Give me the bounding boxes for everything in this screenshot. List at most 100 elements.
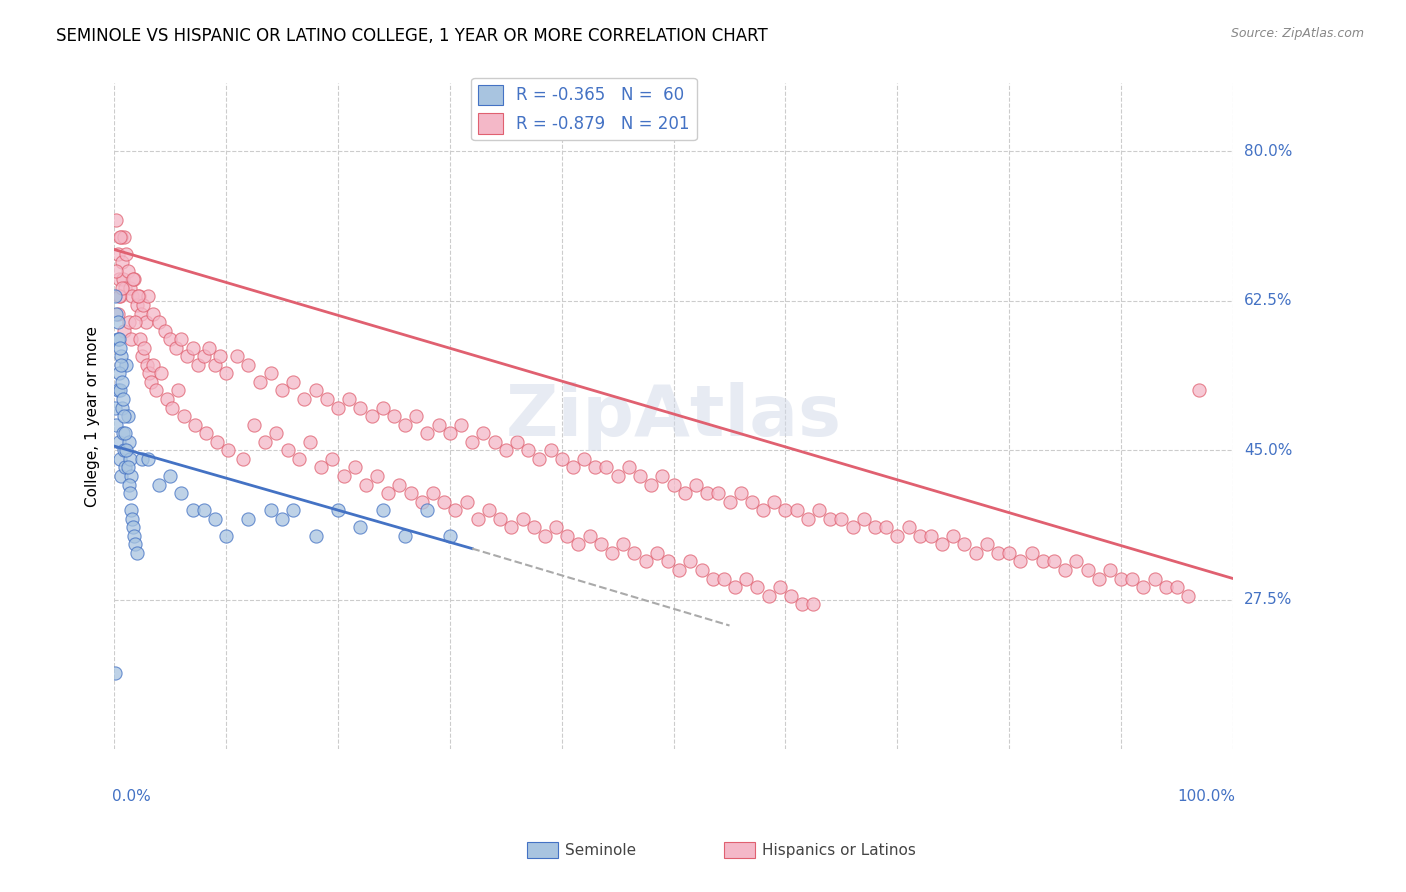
Point bbox=[534, 529, 557, 543]
Point bbox=[467, 511, 489, 525]
Point bbox=[173, 409, 195, 424]
Point bbox=[662, 477, 685, 491]
Point bbox=[651, 469, 673, 483]
Point bbox=[1043, 554, 1066, 568]
Point bbox=[707, 486, 730, 500]
Point bbox=[1066, 554, 1088, 568]
Point bbox=[283, 503, 305, 517]
Point bbox=[668, 563, 690, 577]
Point bbox=[108, 451, 131, 466]
Point bbox=[360, 409, 382, 424]
Point bbox=[517, 443, 540, 458]
Point bbox=[135, 358, 157, 372]
Text: ZipAtlas: ZipAtlas bbox=[506, 382, 842, 450]
Point bbox=[797, 511, 820, 525]
Point bbox=[439, 426, 461, 441]
Point bbox=[830, 511, 852, 525]
Point bbox=[107, 367, 129, 381]
Point bbox=[628, 469, 651, 483]
Point bbox=[110, 358, 132, 372]
Point bbox=[501, 520, 523, 534]
Point bbox=[292, 392, 315, 406]
Point bbox=[366, 469, 388, 483]
Point bbox=[405, 409, 427, 424]
Point bbox=[780, 589, 803, 603]
Point bbox=[818, 511, 841, 525]
Point bbox=[115, 358, 138, 372]
Point bbox=[354, 477, 377, 491]
Point bbox=[125, 298, 148, 312]
Point bbox=[763, 494, 786, 508]
Point bbox=[589, 537, 612, 551]
Point bbox=[110, 229, 132, 244]
Point bbox=[752, 503, 775, 517]
Point bbox=[283, 375, 305, 389]
Point bbox=[107, 307, 129, 321]
Point bbox=[104, 401, 127, 415]
Text: 62.5%: 62.5% bbox=[1244, 293, 1292, 309]
Point bbox=[215, 529, 238, 543]
Point bbox=[107, 434, 129, 449]
Point bbox=[112, 324, 135, 338]
Point bbox=[156, 392, 179, 406]
Point bbox=[685, 477, 707, 491]
Point bbox=[108, 384, 131, 398]
Point bbox=[444, 503, 467, 517]
Point bbox=[606, 469, 628, 483]
Point bbox=[159, 469, 181, 483]
Point bbox=[484, 434, 506, 449]
Point bbox=[1010, 554, 1032, 568]
Point bbox=[107, 384, 129, 398]
Point bbox=[167, 384, 190, 398]
Point bbox=[1109, 572, 1132, 586]
Point bbox=[271, 511, 294, 525]
Point bbox=[193, 503, 215, 517]
Point bbox=[512, 511, 534, 525]
Text: 100.0%: 100.0% bbox=[1177, 789, 1236, 805]
Point bbox=[758, 589, 780, 603]
Point bbox=[105, 307, 128, 321]
Point bbox=[863, 520, 886, 534]
Point bbox=[427, 417, 450, 432]
Text: 0.0%: 0.0% bbox=[112, 789, 150, 805]
Point bbox=[600, 546, 623, 560]
Point bbox=[181, 503, 204, 517]
Point bbox=[111, 281, 134, 295]
Point bbox=[124, 272, 146, 286]
Text: 80.0%: 80.0% bbox=[1244, 144, 1292, 159]
Point bbox=[852, 511, 875, 525]
Point bbox=[696, 486, 718, 500]
Point bbox=[371, 503, 394, 517]
Point bbox=[304, 529, 326, 543]
Point bbox=[112, 409, 135, 424]
Point bbox=[1121, 572, 1143, 586]
Point bbox=[112, 426, 135, 441]
Point bbox=[561, 460, 583, 475]
Point bbox=[118, 477, 141, 491]
Point bbox=[567, 537, 589, 551]
Point bbox=[148, 315, 170, 329]
Point bbox=[153, 324, 176, 338]
Point bbox=[131, 349, 153, 363]
Point bbox=[111, 375, 134, 389]
Point bbox=[226, 349, 249, 363]
Point bbox=[243, 417, 266, 432]
Point bbox=[478, 503, 501, 517]
Point bbox=[159, 332, 181, 346]
Point bbox=[416, 503, 439, 517]
Point bbox=[249, 375, 271, 389]
Point bbox=[271, 384, 294, 398]
Point bbox=[595, 460, 617, 475]
Point bbox=[162, 401, 184, 415]
Point bbox=[1132, 580, 1154, 594]
Point bbox=[555, 529, 578, 543]
Point bbox=[260, 503, 283, 517]
Point bbox=[107, 246, 129, 260]
Point bbox=[1154, 580, 1177, 594]
Point bbox=[349, 401, 371, 415]
Point bbox=[1076, 563, 1098, 577]
Point bbox=[115, 246, 138, 260]
Point bbox=[118, 451, 141, 466]
Point bbox=[382, 409, 405, 424]
Point bbox=[107, 332, 129, 346]
